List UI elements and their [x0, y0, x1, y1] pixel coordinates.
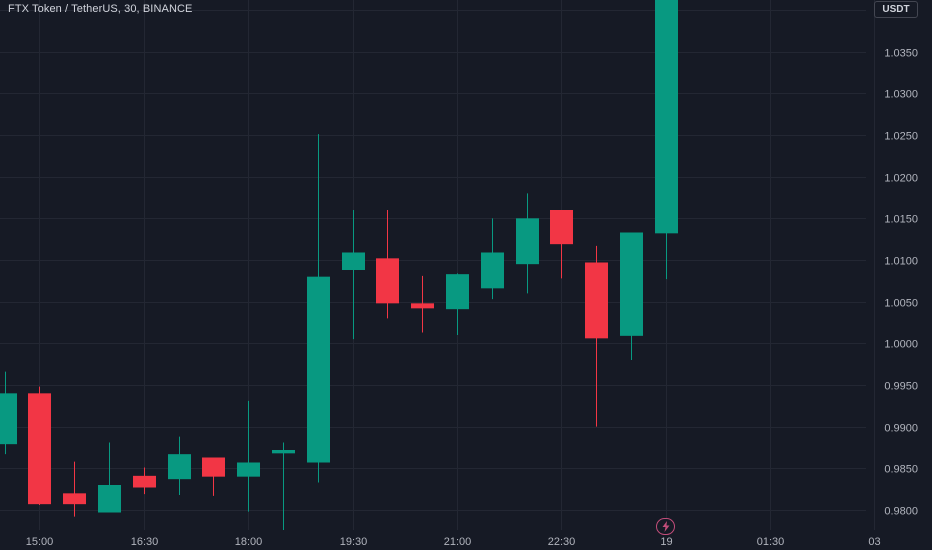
candle-body	[98, 485, 121, 513]
price-tick-label: 0.9800	[884, 506, 918, 518]
price-tick-label: 0.9850	[884, 464, 918, 476]
candle-body	[620, 232, 643, 336]
time-tick-label: 15:00	[26, 536, 54, 548]
price-tick-label: 1.0050	[884, 298, 918, 310]
candle-up[interactable]	[342, 210, 365, 340]
candle-up[interactable]	[516, 193, 539, 294]
candle-body	[481, 252, 504, 289]
time-tick-label: 22:30	[548, 536, 576, 548]
candle-up[interactable]	[446, 273, 469, 335]
price-tick-label: 1.0000	[884, 339, 918, 351]
currency-button[interactable]: USDT	[874, 1, 918, 18]
candle-body	[28, 393, 51, 505]
candle-down[interactable]	[202, 457, 225, 496]
candle-body	[655, 0, 678, 234]
grid	[0, 0, 875, 530]
candle-up[interactable]	[655, 0, 678, 280]
event-marker[interactable]	[656, 518, 675, 535]
time-tick-label: 03	[868, 536, 880, 548]
candle-body	[307, 276, 330, 463]
candle-body	[516, 218, 539, 265]
candle-up[interactable]	[168, 436, 191, 495]
candle-body	[0, 393, 17, 445]
candle-body	[133, 475, 156, 488]
time-tick-label: 19	[660, 536, 672, 548]
symbol-title: FTX Token / TetherUS, 30, BINANCE	[8, 3, 193, 15]
time-tick-label: 21:00	[444, 536, 472, 548]
time-tick-label: 19:30	[340, 536, 368, 548]
candle-body	[202, 457, 225, 477]
price-tick-label: 0.9900	[884, 423, 918, 435]
candle-down[interactable]	[63, 461, 86, 517]
candle-down[interactable]	[28, 386, 51, 505]
candle-up[interactable]	[98, 442, 121, 513]
candle-down[interactable]	[585, 245, 608, 427]
candle-up[interactable]	[620, 232, 643, 361]
lightning-bolt-icon	[662, 521, 669, 532]
candle-down[interactable]	[411, 275, 434, 333]
candle-up[interactable]	[0, 371, 17, 455]
time-axis: 15:00 16:30 18:00 19:30 21:00 22:30 19 01:30 03	[26, 536, 881, 548]
price-tick-label: 1.0200	[884, 173, 918, 185]
candle-body	[63, 493, 86, 505]
candle-down[interactable]	[133, 467, 156, 495]
price-tick-label: 0.9950	[884, 381, 918, 393]
time-tick-label: 01:30	[757, 536, 785, 548]
candle-body	[446, 274, 469, 310]
candle-body	[342, 252, 365, 270]
candle-up[interactable]	[307, 134, 330, 483]
candle-up[interactable]	[237, 400, 260, 512]
price-tick-label: 1.0350	[884, 48, 918, 60]
candle-body	[272, 450, 295, 454]
candle-up[interactable]	[272, 442, 295, 531]
candle-down[interactable]	[550, 210, 573, 279]
price-axis: 1.04001.03501.03001.02501.02001.01501.01…	[884, 6, 918, 518]
price-tick-label: 1.0150	[884, 214, 918, 226]
candles	[0, 0, 678, 530]
candle-body	[168, 454, 191, 480]
price-tick-label: 1.0300	[884, 89, 918, 101]
time-tick-label: 16:30	[131, 536, 159, 548]
price-tick-label: 1.0250	[884, 131, 918, 143]
candle-body	[411, 303, 434, 309]
time-tick-label: 18:00	[235, 536, 263, 548]
candle-body	[237, 462, 260, 477]
price-tick-label: 1.0100	[884, 256, 918, 268]
candle-body	[585, 262, 608, 339]
candle-up[interactable]	[481, 218, 504, 300]
candle-body	[550, 210, 573, 245]
candle-body	[376, 258, 399, 304]
candle-down[interactable]	[376, 210, 399, 319]
